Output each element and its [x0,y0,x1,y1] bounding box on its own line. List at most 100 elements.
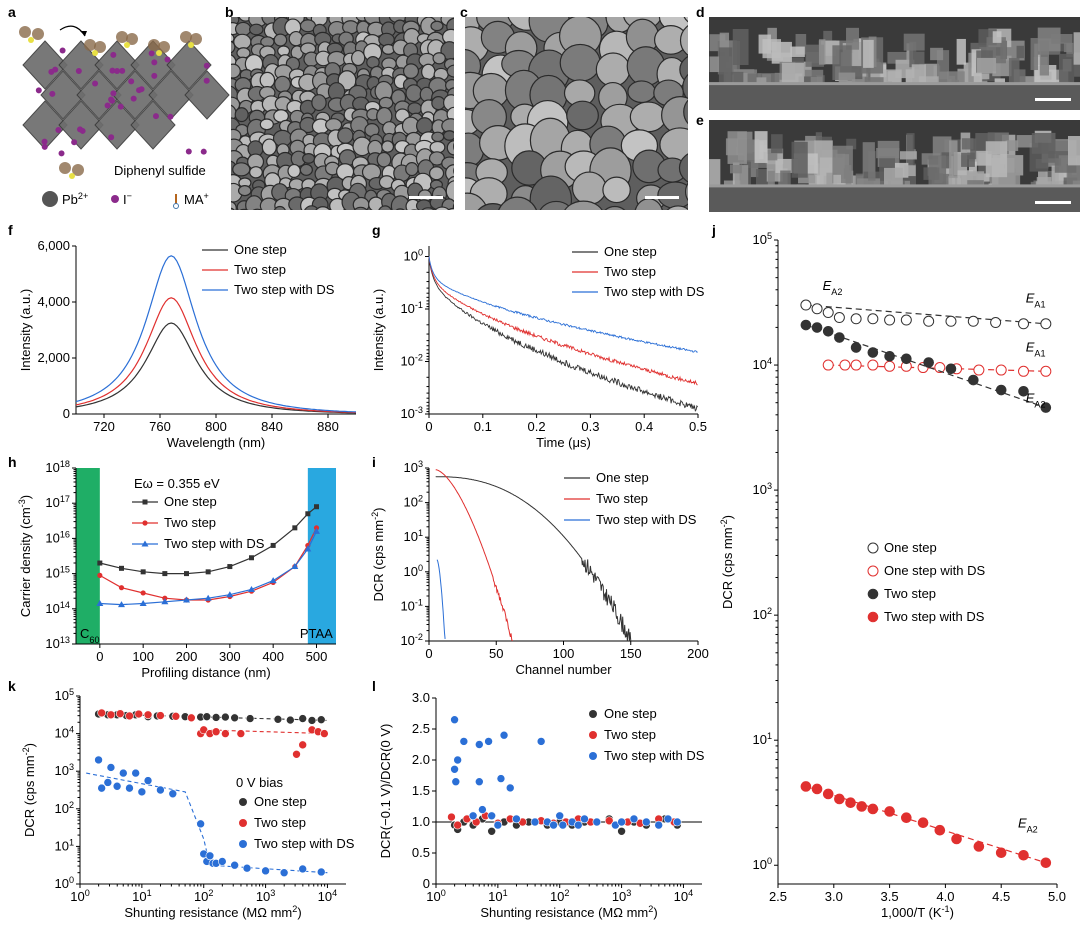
data-point [221,712,230,722]
iodine-atom [130,95,137,102]
legend-entry: Two step [254,815,306,830]
sem-grain [719,32,730,62]
data-point [884,806,895,817]
data-point [245,714,255,723]
data-point [313,527,320,534]
data-point [867,347,879,358]
sem-grain [231,33,235,44]
iodine-atom [114,67,121,74]
panel-label-l: l [372,678,376,694]
sem-grain [315,206,331,210]
ds-molecule [84,39,96,51]
fit-line [828,364,1046,372]
data-point [97,560,103,566]
sem-grain [465,192,489,210]
data-point [475,740,484,749]
x-tick-label: 400 [262,649,284,664]
y-tick-label: 1.5 [412,783,430,798]
region-c60 [76,468,100,644]
legend-entry: Two step [596,491,648,506]
data-point [304,545,312,552]
data-point [115,709,125,718]
data-point [493,820,503,830]
sem-grain [353,206,368,210]
data-point [106,710,116,720]
chart-j: 2.5 3.0 3.5 4.0 4.5 5.0 100 101 102 103 104 105 1,00… [719,231,1066,920]
activation-energy-label: EA1 [1026,339,1046,358]
data-point [314,504,319,510]
data-point [617,826,626,836]
ds-molecule [190,33,202,45]
data-point [447,812,456,822]
x-tick-label: 103 [256,888,276,904]
data-point [279,868,289,878]
legend-entry: One step [884,540,937,555]
data-point [168,789,178,799]
y-axis-label: DCR (cps mm-2) [21,743,37,837]
chart-f: 720 760 800 840 880 0 2,000 4,000 6,000 Wavelengt… [18,238,357,450]
data-point [973,841,985,852]
panel-label-j: j [712,222,716,238]
data-point [137,787,147,797]
data-point [800,781,812,792]
sem-grain [683,99,688,125]
data-point [934,362,946,374]
legend-marker [142,499,148,505]
data-point [990,317,1002,329]
y-tick-label: 101 [752,731,772,747]
x-tick-label: 100 [553,646,575,661]
iodine-atom [151,59,158,66]
octahedron [166,40,212,90]
x-axis-label: 1,000/T (K-1) [881,904,954,920]
data-point [140,590,146,596]
data-point [850,313,862,325]
data-point [199,725,209,735]
series-line-2 [436,559,446,639]
sem-grain [273,205,286,210]
legend-entry: One step with DS [884,563,985,578]
data-point [839,359,851,371]
sem-grain [930,47,944,61]
sem-grain [684,182,688,202]
sem-grain [304,205,320,210]
data-point [261,866,270,876]
sem-grain [378,205,392,210]
sem-grain [863,39,874,68]
panel-label-k: k [8,678,16,694]
iodine-atom [104,102,111,109]
sem-grain [376,151,392,168]
sem-grain [261,138,277,156]
data-point [451,777,461,787]
octahedron [94,40,140,90]
data-point [811,303,823,315]
sem-grain [447,207,454,210]
data-point [1040,402,1052,413]
data-point [97,783,106,793]
sem-image-b [231,17,454,210]
data-point [202,712,212,721]
data-point [642,817,651,827]
data-point [316,867,326,877]
y-tick-label: 103 [752,481,772,497]
series-line-two-step [75,297,357,414]
fit-line [805,324,1047,409]
sem-image-e [709,120,1080,212]
panel-label-c: c [460,4,468,20]
ds-molecule [19,26,31,38]
sem-grain [446,140,454,156]
iodine-atom [152,113,159,120]
panel-label-f: f [8,222,13,238]
data-point [549,820,558,830]
data-point [505,783,515,793]
data-point [884,350,895,362]
sem-substrate [709,186,1080,212]
x-axis-label: Time (μs) [536,435,591,450]
data-point [291,563,299,570]
data-point [298,864,307,874]
sem-grain [666,205,688,210]
ds-molecule-icon [72,164,84,176]
sem-grain [876,148,900,159]
data-point [822,359,834,371]
y-tick-label: 100 [752,856,772,872]
data-point [134,709,144,719]
